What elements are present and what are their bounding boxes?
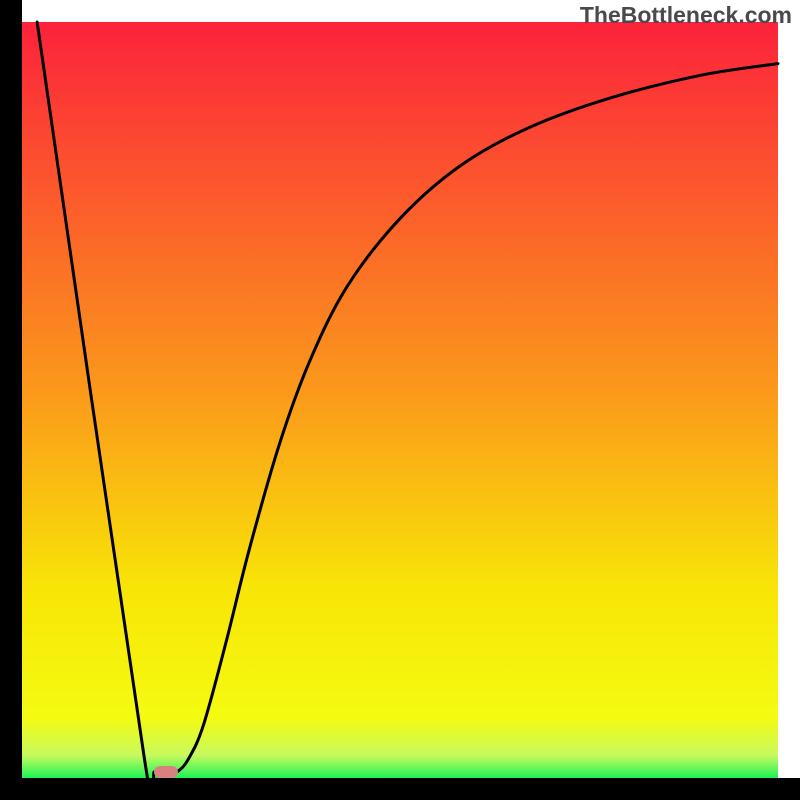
bottleneck-curve	[0, 0, 800, 800]
watermark-text: TheBottleneck.com	[580, 2, 792, 29]
curve-line	[37, 22, 778, 800]
chart-container: TheBottleneck.com	[0, 0, 800, 800]
optimal-point-marker	[154, 766, 178, 778]
